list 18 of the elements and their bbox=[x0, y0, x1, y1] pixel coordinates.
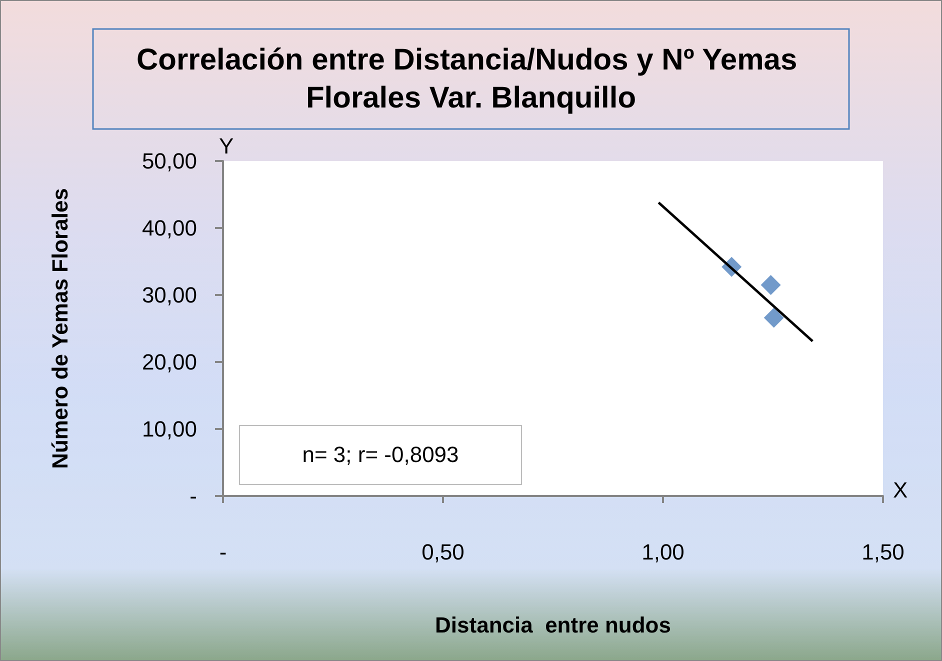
y-tick-label: 40,00 bbox=[142, 216, 197, 240]
y-tick-label: 30,00 bbox=[142, 282, 197, 308]
y-tick-label: 50,00 bbox=[142, 148, 197, 174]
y-tick-label: - bbox=[190, 484, 197, 508]
text-box: n= 3; r= -0,8093 bbox=[239, 425, 522, 485]
x-axis-title: Distancia entre nudos bbox=[435, 612, 671, 638]
y-axis-title: Número de Yemas Florales bbox=[48, 188, 72, 469]
point bbox=[764, 308, 784, 328]
x-tick-label: - bbox=[219, 540, 227, 564]
chart-title: Correlación entre Distancia/Nudos y Nº Yemas Florales Var. Blanquillo bbox=[136, 44, 806, 114]
x-tick-label: 1,50 bbox=[862, 540, 904, 564]
text: X bbox=[893, 478, 908, 502]
y-tick-label: 20,00 bbox=[142, 350, 197, 374]
x-tick-label: 1,00 bbox=[642, 540, 684, 564]
point bbox=[760, 274, 781, 295]
x-tick-label: 0,50 bbox=[422, 540, 464, 564]
text: Y bbox=[219, 134, 234, 158]
y-tick-label: 10,00 bbox=[142, 416, 197, 442]
